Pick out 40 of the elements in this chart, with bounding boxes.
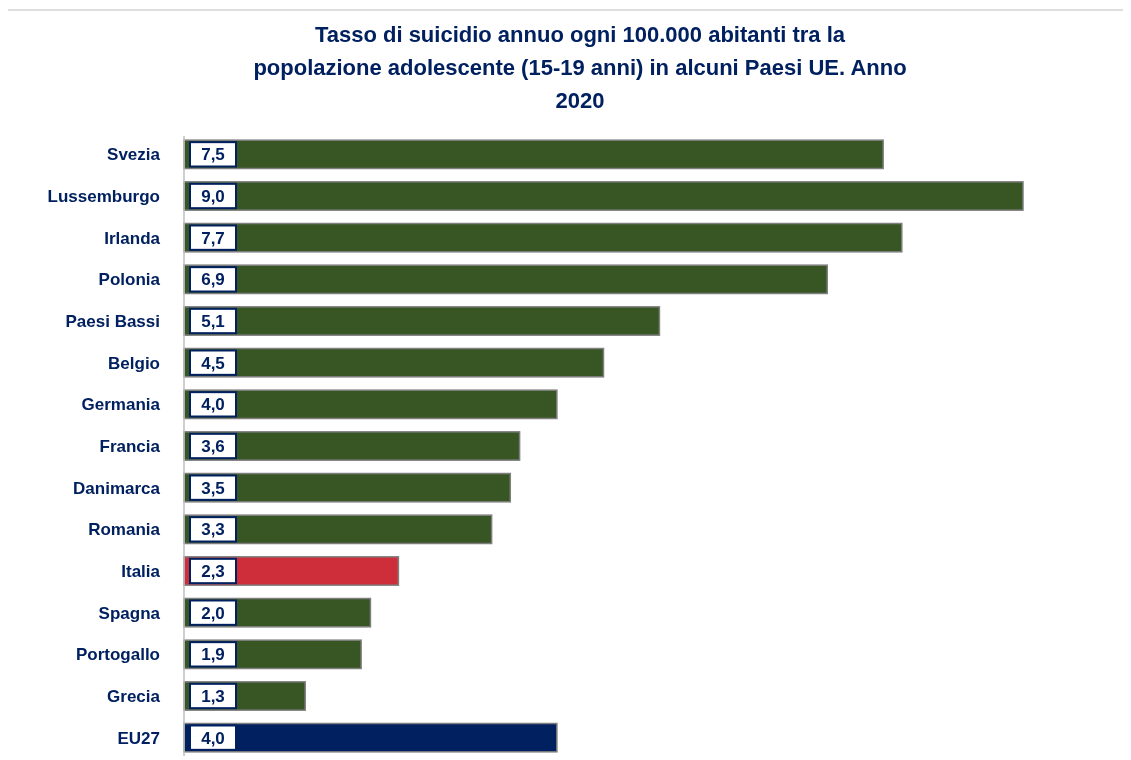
y-tick-label: Italia [121,561,161,581]
bar [183,264,828,295]
bar [183,722,558,753]
y-tick-label: Portogallo [75,645,160,665]
y-tick-label: Belgio [108,353,160,373]
chart-title: Tasso di suicidio annuo ogni 100.000 abitanti tra la popolazione adolescente (15-19 anni) in alcuni Paesi UE. Anno 2020 [253,22,907,113]
bar [183,139,884,170]
y-tick-label: Spagna [98,603,161,623]
bar [183,389,558,420]
data-label: 7,5 [201,145,225,165]
data-label: 2,3 [201,561,225,581]
bar [183,472,512,503]
y-tick-label: Polonia [98,270,161,290]
data-label: 4,5 [201,353,225,373]
data-label: 3,3 [201,520,225,540]
y-tick-label: Romania [88,520,161,540]
bar [183,431,521,461]
y-tick-label: EU27 [117,728,160,748]
data-label: 5,1 [201,311,225,331]
data-label: 3,6 [201,436,225,456]
bar [183,181,1024,211]
y-tick-label: Germania [81,395,161,415]
data-label: 4,0 [201,728,225,748]
data-label: 7,7 [201,228,225,248]
data-label: 1,9 [201,645,225,665]
y-tick-label: Grecia [107,686,161,706]
bar [183,306,661,336]
data-label: 3,5 [201,478,225,498]
data-label: 1,3 [201,686,225,706]
y-tick-label: Lussemburgo [47,186,160,206]
y-tick-label: Irlanda [104,228,161,248]
y-tick-label: Francia [99,436,161,456]
data-label: 2,0 [201,603,225,623]
data-label: 4,0 [201,395,225,415]
bar [183,222,903,253]
data-label: 9,0 [201,186,225,206]
y-tick-label: Svezia [107,145,161,165]
data-label: 6,9 [201,270,225,290]
y-tick-label: Paesi Bassi [65,311,160,331]
y-tick-label: Danimarca [73,478,161,498]
